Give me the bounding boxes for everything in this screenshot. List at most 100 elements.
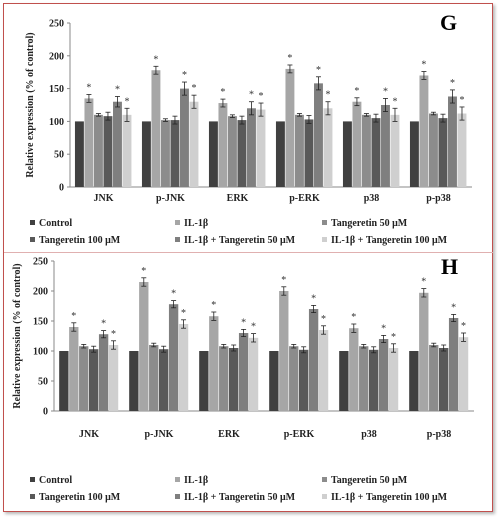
y-axis-label: Relative expression (% of control) <box>12 263 23 408</box>
bar <box>318 330 329 411</box>
x-tick-label: p38 <box>364 193 380 204</box>
bar <box>84 98 94 187</box>
bar <box>448 96 457 187</box>
significance-marker: * <box>421 277 426 288</box>
legend-label: Tangeretin 100 μM <box>39 235 121 246</box>
bar <box>59 351 69 411</box>
y-tick-label: 150 <box>49 84 64 95</box>
y-tick-label: 200 <box>33 287 48 298</box>
x-tick-label: JNK <box>94 193 114 204</box>
significance-marker: * <box>111 329 116 340</box>
bar <box>199 351 209 411</box>
significance-marker: * <box>325 90 330 101</box>
significance-marker: * <box>287 53 292 64</box>
significance-marker: * <box>321 314 326 325</box>
bar <box>369 349 379 411</box>
significance-marker: * <box>354 86 359 97</box>
legend-swatch <box>175 477 180 482</box>
legend-label: IL-1β + Tangeretin 100 μM <box>331 235 448 246</box>
significance-marker: * <box>316 65 321 76</box>
x-tick-label: p-JNK <box>156 193 185 204</box>
significance-marker: * <box>181 308 186 319</box>
legend-swatch <box>322 220 327 225</box>
bar <box>209 316 219 411</box>
bar <box>180 88 189 187</box>
significance-marker: * <box>249 90 254 101</box>
bar <box>457 113 467 187</box>
bar <box>439 348 449 411</box>
bar <box>69 327 79 411</box>
y-tick-label: 0 <box>43 407 48 418</box>
legend-swatch <box>322 477 327 482</box>
bar <box>438 118 448 187</box>
legend-swatch <box>175 237 180 242</box>
significance-marker: * <box>459 95 464 106</box>
legend-label: Tangeretin 50 μM <box>331 475 408 486</box>
x-tick-label: p-ERK <box>289 193 320 204</box>
y-tick-label: 250 <box>33 257 48 268</box>
significance-marker: * <box>171 289 176 300</box>
legend-swatch <box>175 494 180 499</box>
bar <box>429 345 439 411</box>
bar <box>419 75 429 187</box>
legend-swatch <box>30 220 35 225</box>
bar <box>275 121 285 187</box>
y-axis-label: Relative expression (% of control) <box>25 32 36 177</box>
bar <box>458 337 469 411</box>
bar <box>409 121 419 187</box>
x-tick-label: p-p38 <box>426 193 450 204</box>
bar <box>178 324 189 411</box>
figure-frame <box>3 3 493 512</box>
y-tick-label: 200 <box>49 51 64 62</box>
bar <box>159 349 169 411</box>
legend-label: IL-1β + Tangeretin 100 μM <box>331 492 448 503</box>
x-tick-label: p38 <box>361 429 377 440</box>
bar <box>279 291 289 411</box>
bar <box>93 114 103 187</box>
significance-marker: * <box>211 300 216 311</box>
x-tick-label: ERK <box>227 193 249 204</box>
bar <box>314 83 323 187</box>
bar <box>388 348 399 411</box>
x-tick-label: p-ERK <box>284 429 315 440</box>
legend-swatch <box>30 477 35 482</box>
significance-marker: * <box>101 319 106 330</box>
bar <box>122 114 132 187</box>
legend-swatch <box>30 237 35 242</box>
chart-panel-g: 0 50 100 150 200 250 Relative expression (% of… <box>25 10 472 246</box>
bar <box>269 351 279 411</box>
bar <box>189 101 199 187</box>
significance-marker: * <box>124 96 129 107</box>
significance-marker: * <box>383 86 388 97</box>
bar <box>103 116 113 187</box>
x-tick-label: JNK <box>79 429 99 440</box>
bar <box>323 108 333 187</box>
bar <box>129 351 139 411</box>
significance-marker: * <box>86 83 91 94</box>
significance-marker: * <box>220 87 225 98</box>
bar <box>248 337 259 411</box>
significance-marker: * <box>392 96 397 107</box>
y-tick-label: 150 <box>33 317 48 328</box>
significance-marker: * <box>258 91 263 102</box>
bar <box>218 103 228 187</box>
bar <box>149 345 159 411</box>
significance-marker: * <box>451 302 456 313</box>
significance-marker: * <box>71 311 76 322</box>
legend-label: IL-1β + Tangeretin 50 μM <box>184 235 296 246</box>
bar <box>237 120 247 187</box>
legend-swatch <box>175 220 180 225</box>
bar <box>247 108 256 187</box>
x-tick-label: ERK <box>218 429 240 440</box>
bar <box>256 109 266 187</box>
legend-label: IL-1β + Tangeretin 50 μM <box>184 492 296 503</box>
bar <box>219 346 229 411</box>
legend-label: IL-1β <box>184 475 208 486</box>
panel-letter: G <box>440 10 457 35</box>
bar <box>361 114 371 187</box>
legend-label: IL-1β <box>184 218 208 229</box>
x-tick-label: p-p38 <box>427 429 451 440</box>
bar <box>289 346 299 411</box>
significance-marker: * <box>351 312 356 323</box>
